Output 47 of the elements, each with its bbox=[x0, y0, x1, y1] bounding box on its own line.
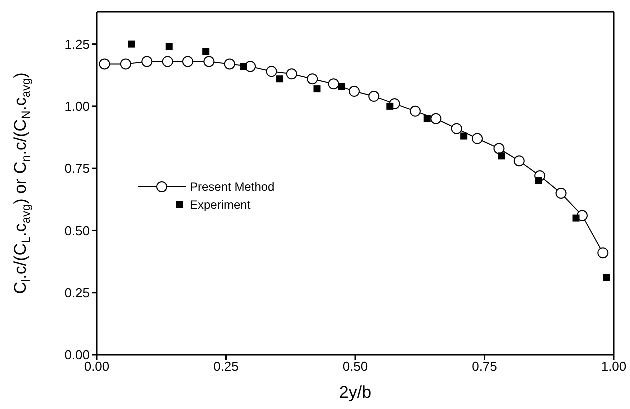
point bbox=[307, 74, 318, 85]
point bbox=[240, 63, 248, 70]
legend-label: Present Method bbox=[190, 180, 275, 194]
point bbox=[276, 76, 284, 83]
point bbox=[386, 102, 394, 110]
point bbox=[424, 115, 431, 122]
y-tick-label: 0.50 bbox=[64, 223, 90, 238]
x-tick-label: 0.75 bbox=[472, 359, 498, 374]
point bbox=[286, 68, 298, 80]
point bbox=[314, 86, 321, 93]
x-tick-label: 1.00 bbox=[601, 359, 627, 374]
point bbox=[99, 58, 110, 70]
point bbox=[128, 40, 136, 48]
point bbox=[472, 133, 484, 144]
point bbox=[266, 66, 278, 78]
point bbox=[598, 248, 609, 259]
point bbox=[410, 106, 421, 117]
y-tick-label: 1.25 bbox=[64, 36, 90, 52]
point bbox=[430, 113, 442, 124]
point bbox=[460, 132, 468, 140]
point bbox=[535, 178, 542, 185]
y-tick-label: 0.75 bbox=[64, 161, 90, 176]
point bbox=[494, 143, 505, 154]
point bbox=[498, 152, 506, 160]
point bbox=[368, 91, 380, 102]
point bbox=[556, 188, 567, 199]
point bbox=[182, 56, 194, 68]
point bbox=[162, 56, 174, 68]
point bbox=[120, 58, 132, 70]
point bbox=[202, 48, 210, 56]
point bbox=[514, 156, 525, 167]
point bbox=[338, 83, 346, 90]
point bbox=[603, 274, 610, 282]
x-tick-label: 0.25 bbox=[214, 359, 239, 374]
point bbox=[166, 43, 173, 50]
point bbox=[451, 123, 462, 134]
y-tick-label: 0.25 bbox=[64, 285, 90, 300]
x-axis-title: 2y/b bbox=[339, 383, 372, 402]
legend-label: Experiment bbox=[190, 198, 251, 212]
point bbox=[328, 78, 340, 90]
y-tick-label: 1.00 bbox=[64, 99, 90, 114]
point bbox=[572, 214, 580, 222]
point bbox=[348, 86, 360, 98]
x-tick-label: 0.50 bbox=[342, 359, 368, 374]
point bbox=[224, 58, 236, 70]
point bbox=[142, 56, 153, 68]
point bbox=[204, 56, 215, 68]
